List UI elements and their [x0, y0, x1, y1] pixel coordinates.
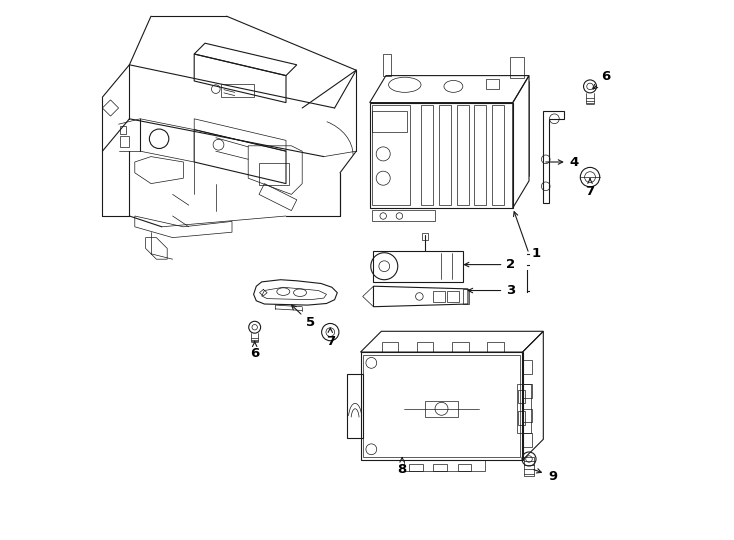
Bar	[493, 105, 504, 205]
Bar	[523, 384, 532, 398]
Bar	[486, 79, 499, 89]
Text: 4: 4	[546, 156, 578, 168]
Text: 3: 3	[468, 284, 515, 297]
Text: 7: 7	[586, 179, 595, 198]
Bar	[452, 342, 468, 352]
Bar	[404, 460, 484, 471]
Text: 2: 2	[465, 258, 515, 271]
Bar	[518, 411, 525, 425]
Bar	[487, 342, 504, 352]
Bar	[360, 352, 523, 460]
Text: 6: 6	[250, 341, 259, 360]
Bar	[374, 251, 462, 282]
Bar	[439, 105, 451, 205]
Bar	[462, 289, 469, 304]
Bar	[382, 342, 399, 352]
Bar	[433, 464, 447, 471]
Bar	[120, 126, 126, 134]
Bar	[221, 84, 254, 97]
Bar	[370, 103, 513, 208]
Bar	[518, 390, 525, 403]
Bar	[425, 401, 458, 417]
Text: 7: 7	[326, 328, 335, 348]
Bar	[474, 105, 487, 205]
Bar	[417, 342, 433, 352]
Bar	[523, 457, 534, 476]
Text: 5: 5	[291, 305, 315, 329]
Text: 9: 9	[534, 469, 557, 483]
Bar	[363, 355, 520, 457]
Text: 8: 8	[398, 457, 407, 476]
Bar	[409, 464, 423, 471]
Bar	[347, 374, 363, 438]
Bar	[421, 233, 428, 240]
Text: 1: 1	[531, 247, 541, 260]
Bar	[523, 433, 532, 447]
Bar	[448, 291, 459, 302]
Bar	[523, 409, 532, 422]
Bar	[120, 136, 129, 147]
Bar	[372, 210, 435, 221]
Bar	[523, 360, 532, 374]
Bar	[457, 105, 468, 205]
Bar	[372, 111, 407, 132]
Bar	[458, 464, 471, 471]
Bar	[259, 163, 288, 185]
Bar	[433, 291, 445, 302]
Bar	[421, 105, 433, 205]
Bar	[517, 384, 531, 433]
Text: 6: 6	[593, 70, 610, 89]
